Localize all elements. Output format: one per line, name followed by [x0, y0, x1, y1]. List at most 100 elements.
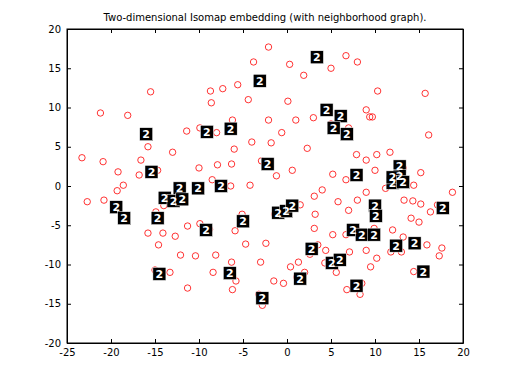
point	[328, 65, 334, 71]
axis-line	[68, 29, 464, 30]
tick-label: -20	[45, 338, 61, 349]
point	[232, 228, 238, 234]
tick: 0	[55, 181, 71, 192]
point	[335, 199, 341, 205]
tick	[155, 29, 156, 33]
point	[273, 173, 279, 179]
point	[345, 207, 351, 213]
tick: -5	[51, 220, 71, 231]
annotation: 2	[227, 123, 235, 136]
annotation: 2	[112, 201, 120, 214]
tick-mark	[111, 339, 112, 343]
tick-label: -5	[51, 220, 61, 231]
point	[301, 72, 307, 78]
annotation: 2	[411, 237, 419, 250]
digit-image	[200, 125, 213, 138]
tick-mark	[155, 29, 156, 33]
digit-image	[369, 209, 382, 222]
tick-mark	[67, 68, 71, 69]
tick: 15	[413, 339, 426, 358]
point	[323, 247, 329, 253]
tick-mark	[331, 339, 332, 343]
point	[184, 223, 190, 229]
point	[250, 59, 256, 65]
tick-mark	[331, 29, 332, 33]
tick-mark	[459, 304, 463, 305]
digit-image	[310, 51, 323, 64]
point	[115, 169, 121, 175]
point	[79, 155, 85, 161]
point	[427, 209, 433, 215]
digit-image	[118, 212, 131, 225]
digit-image	[417, 265, 430, 278]
tick-label: -10	[45, 259, 61, 270]
tick-label: 10	[48, 102, 61, 113]
point	[439, 245, 445, 251]
annotation: 2	[178, 193, 186, 206]
tick-mark	[419, 29, 420, 33]
tick-mark	[375, 339, 376, 343]
tick-mark	[459, 265, 463, 266]
annotation: 2	[259, 292, 267, 305]
tick	[459, 68, 463, 69]
tick-mark	[287, 339, 288, 343]
point	[330, 171, 336, 177]
point	[84, 199, 90, 205]
digit-image	[261, 158, 274, 171]
point	[354, 59, 360, 65]
digit-image	[176, 193, 189, 206]
point	[280, 280, 286, 286]
digit-image	[237, 215, 250, 228]
tick	[459, 225, 463, 226]
tick-label: 15	[413, 347, 426, 358]
annotation: 2	[170, 195, 178, 208]
point	[213, 252, 219, 258]
annotation: 2	[256, 75, 264, 88]
annotation: 2	[343, 128, 351, 141]
annotation: 2	[358, 229, 366, 242]
point	[425, 132, 431, 138]
annotation: 2	[202, 224, 210, 237]
tick-mark	[459, 29, 463, 30]
digit-image	[327, 121, 340, 134]
tick-label: -20	[103, 347, 119, 358]
digit-image	[390, 239, 403, 252]
point	[257, 259, 263, 265]
point	[289, 167, 295, 173]
point	[145, 144, 151, 150]
point	[247, 182, 253, 188]
tick	[459, 343, 463, 344]
digit-image	[397, 176, 410, 189]
tick-label: 20	[457, 347, 470, 358]
digit-image	[305, 242, 318, 255]
tick-mark	[459, 186, 463, 187]
x-axis-top	[68, 29, 464, 33]
tick-label: 10	[369, 347, 382, 358]
tick: -10	[191, 339, 207, 358]
point	[147, 89, 153, 95]
point	[120, 182, 126, 188]
point	[311, 225, 317, 231]
point	[330, 231, 336, 237]
tick-label: -15	[45, 298, 61, 309]
point	[167, 269, 173, 275]
tick: 10	[369, 339, 382, 358]
digit-image	[256, 292, 269, 305]
annotation: 2	[372, 210, 380, 223]
tick-label: 5	[55, 141, 61, 152]
tick-mark	[459, 225, 463, 226]
point	[265, 117, 271, 123]
tick	[459, 108, 463, 109]
point	[287, 264, 293, 270]
tick-mark	[67, 225, 71, 226]
point	[268, 140, 274, 146]
tick-label: 0	[55, 181, 61, 192]
point	[249, 139, 255, 145]
tick-mark	[243, 339, 244, 343]
tick	[287, 29, 288, 33]
annotation: 2	[336, 254, 344, 267]
tick-mark	[67, 186, 71, 187]
tick: 15	[48, 63, 71, 74]
annotation: 2	[142, 128, 150, 141]
point	[374, 255, 380, 261]
